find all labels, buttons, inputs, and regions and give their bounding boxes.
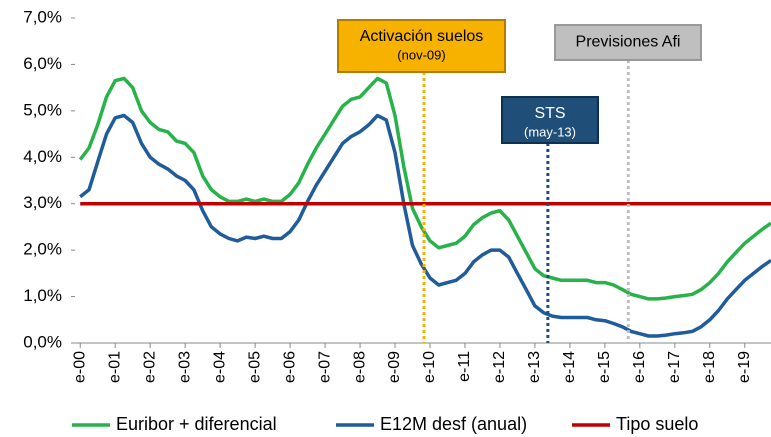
y-tick-label: 5,0%	[23, 100, 62, 119]
annotation-label: Previsiones Afi	[576, 34, 681, 51]
x-tick-label: e-15	[596, 351, 613, 383]
series-line	[78, 76, 771, 301]
x-tick-label: e-02	[141, 351, 158, 383]
x-tick-label: e-09	[386, 351, 403, 383]
x-tick-label: e-06	[281, 351, 298, 383]
annotation-box	[337, 19, 506, 73]
y-tick-label: 7,0%	[23, 7, 62, 26]
x-tick-label: e-13	[526, 351, 543, 383]
series-line	[79, 113, 771, 338]
y-tick-label: 6,0%	[23, 54, 62, 73]
annotation-box	[554, 24, 702, 61]
annotation-label: Activación suelos	[360, 28, 484, 45]
legend-label: E12M desf (anual)	[380, 414, 527, 434]
x-tick-label: e-11	[456, 351, 473, 382]
x-tick-label: e-01	[106, 351, 123, 383]
x-tick-label: e-10	[421, 351, 438, 383]
x-tick-label: e-07	[316, 351, 333, 383]
x-tick-label: e-14	[561, 351, 578, 383]
legend-label: Tipo suelo	[616, 414, 698, 434]
x-tick-label: e-00	[71, 351, 88, 383]
x-tick-label: e-08	[351, 351, 368, 383]
y-tick-label: 2,0%	[23, 240, 62, 259]
x-tick-label: e-05	[246, 351, 263, 383]
x-tick-label: e-17	[666, 351, 683, 383]
y-tick-label: 0,0%	[23, 332, 62, 351]
x-tick-label: e-04	[211, 351, 228, 383]
y-tick-label: 4,0%	[23, 147, 62, 166]
annotation-sublabel: (nov-09)	[397, 47, 445, 62]
x-tick-label: e-12	[491, 351, 508, 383]
legend-label: Euribor + diferencial	[116, 414, 277, 434]
x-tick-label: e-18	[701, 351, 718, 383]
y-tick-label: 1,0%	[23, 286, 62, 305]
annotation-box	[501, 96, 599, 144]
annotation-label: STS	[534, 105, 565, 122]
annotation-sublabel: (may-13)	[524, 124, 576, 139]
x-tick-label: e-03	[176, 351, 193, 383]
x-tick-label: e-19	[736, 351, 753, 383]
x-tick-label: e-16	[631, 351, 648, 383]
y-tick-label: 3,0%	[23, 193, 62, 212]
